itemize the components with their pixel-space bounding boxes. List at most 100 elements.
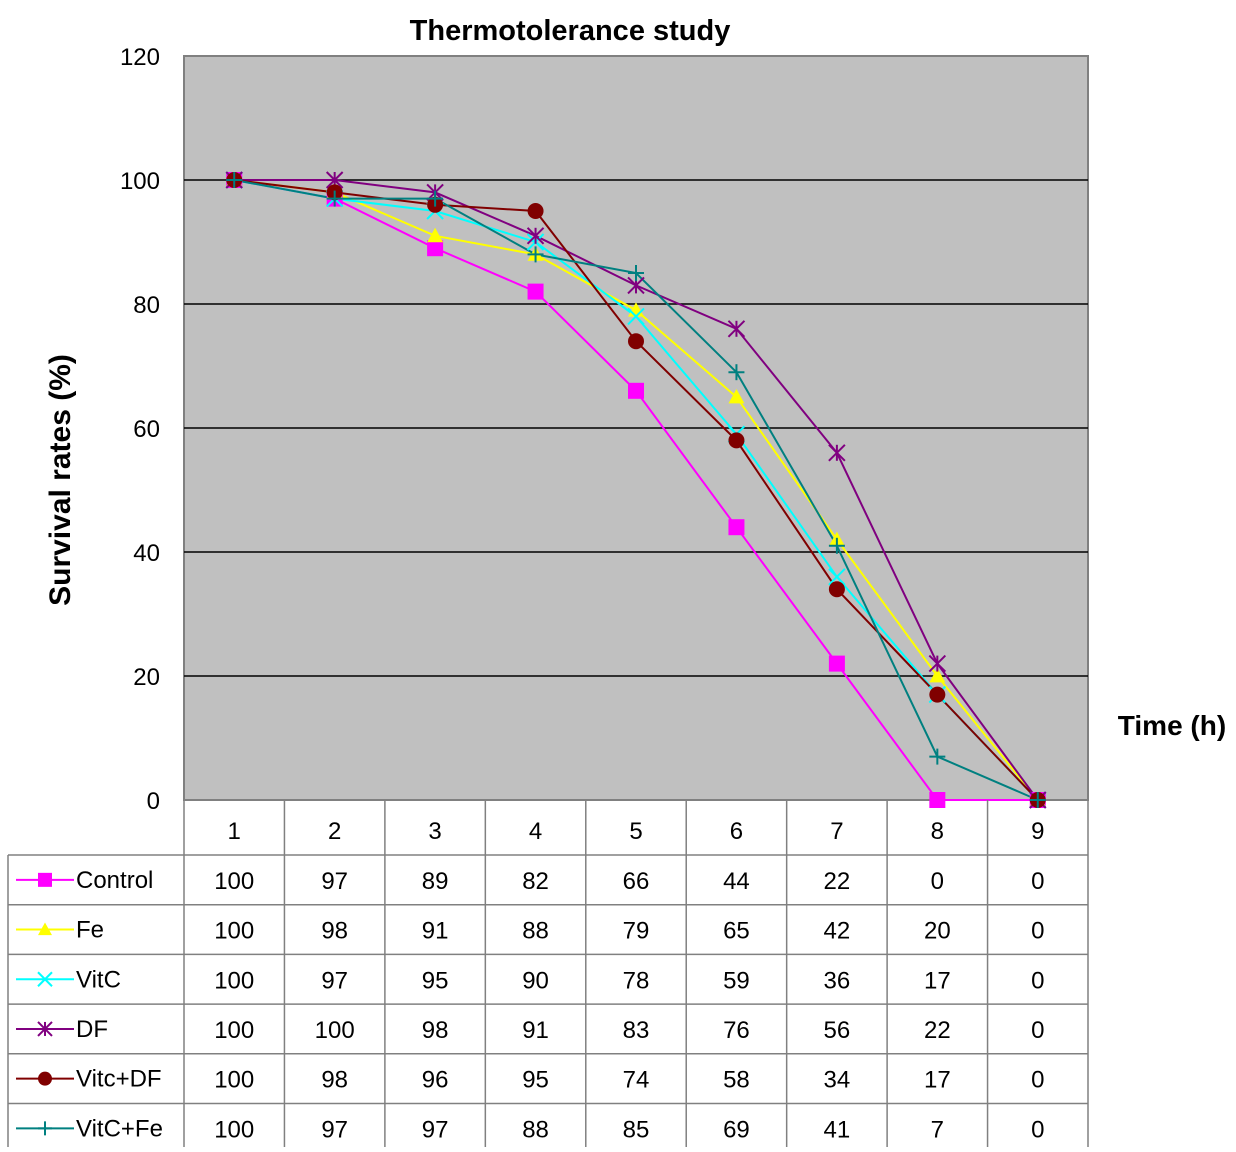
x-tick-label: 8 <box>931 818 944 845</box>
table-cell-value: 0 <box>931 868 944 895</box>
x-tick-label: 6 <box>730 818 743 845</box>
data-point <box>728 364 745 381</box>
table-cell-value: 65 <box>723 918 750 945</box>
data-point <box>1029 792 1046 808</box>
table-cell-value: 97 <box>422 1116 449 1143</box>
table-cell-value: 98 <box>321 918 348 945</box>
table-cell-value: 100 <box>214 967 254 994</box>
table-cell-value: 0 <box>1031 1017 1044 1044</box>
x-axis-label: Time (h) <box>1118 710 1226 741</box>
y-tick-label: 0 <box>147 788 160 815</box>
table-cell-value: 89 <box>422 868 449 895</box>
table-cell-value: 41 <box>824 1116 851 1143</box>
table-cell-value: 98 <box>321 1067 348 1094</box>
table-cell-value: 97 <box>321 1116 348 1143</box>
x-tick-label: 9 <box>1031 818 1044 845</box>
table-cell-value: 22 <box>924 1017 951 1044</box>
data-point <box>427 227 444 243</box>
table-cell-value: 17 <box>924 1067 951 1094</box>
table-cell-value: 95 <box>422 967 449 994</box>
table-cell-value: 100 <box>214 1017 254 1044</box>
y-axis-label: Survival rates (%) <box>44 354 77 606</box>
x-tick-label: 4 <box>529 818 542 845</box>
chart-title: Thermotolerance study <box>410 15 731 47</box>
table-cell-value: 20 <box>924 918 951 945</box>
table-cell-value: 42 <box>824 918 851 945</box>
table-cell-value: 82 <box>522 868 549 895</box>
table-cell-value: 0 <box>1031 1067 1044 1094</box>
data-point <box>929 686 946 703</box>
table-cell-value: 17 <box>924 967 951 994</box>
data-point <box>628 265 644 281</box>
x-tick-label: 7 <box>830 818 843 845</box>
table-cell-value: 100 <box>214 1116 254 1143</box>
legend-label: Control <box>76 867 153 894</box>
table-cell-value: 100 <box>214 918 254 945</box>
table-cell-value: 36 <box>824 967 851 994</box>
data-point <box>828 444 846 462</box>
table-cell-value: 34 <box>824 1067 851 1094</box>
data-point <box>427 240 444 257</box>
data-point <box>728 432 745 449</box>
table-cell-value: 56 <box>824 1017 851 1044</box>
table-cell-value: 83 <box>623 1017 650 1044</box>
y-tick-label: 40 <box>133 540 160 567</box>
table-cell-value: 58 <box>723 1067 750 1094</box>
y-tick-label: 60 <box>133 416 160 443</box>
y-tick-label: 100 <box>120 168 160 195</box>
data-point <box>527 203 544 219</box>
x-tick-label: 1 <box>228 818 241 845</box>
x-tick-label: 3 <box>428 818 441 845</box>
table-cell-value: 79 <box>623 918 650 945</box>
table-cell-value: 96 <box>422 1067 449 1094</box>
table-cell-value: 0 <box>1031 1116 1044 1143</box>
table-cell-value: 44 <box>723 868 750 895</box>
data-point <box>326 190 343 207</box>
legend-label: VitC+Fe <box>76 1115 163 1142</box>
data-point <box>929 668 946 683</box>
table-cell-value: 7 <box>931 1116 944 1143</box>
x-tick-label: 5 <box>629 818 642 845</box>
table-cell-value: 0 <box>1031 918 1044 945</box>
legend-marker <box>38 1071 52 1086</box>
table-cell-value: 85 <box>623 1116 650 1143</box>
table-cell-value: 98 <box>422 1017 449 1044</box>
x-tick-label: 2 <box>328 818 341 845</box>
table-cell-value: 0 <box>1031 868 1044 895</box>
legend-label: Vitc+DF <box>76 1066 162 1093</box>
data-point <box>728 389 745 404</box>
legend-marker <box>37 1021 53 1037</box>
data-point <box>527 246 544 263</box>
table-cell-value: 88 <box>522 1116 549 1143</box>
data-point <box>628 382 644 399</box>
y-tick-label: 20 <box>133 664 160 691</box>
table-cell-value: 95 <box>522 1067 549 1094</box>
table-cell-value: 91 <box>422 918 449 945</box>
table-cell-value: 59 <box>723 967 750 994</box>
plot-area: 0 20 40 60 80 100 120 <box>120 44 1089 815</box>
table-cell-value: 78 <box>623 967 650 994</box>
table-cell-value: 69 <box>723 1116 750 1143</box>
data-point <box>427 190 444 207</box>
table-cell-value: 100 <box>315 1017 355 1044</box>
table-cell-value: 100 <box>214 1067 254 1094</box>
table-cell-value: 66 <box>623 868 650 895</box>
table-cell-value: 0 <box>1031 967 1044 994</box>
data-point <box>526 227 545 245</box>
data-point <box>527 283 544 300</box>
table-cell-value: 91 <box>522 1017 549 1044</box>
table-cell-value: 22 <box>824 868 851 895</box>
table-cell-value: 74 <box>623 1067 650 1094</box>
table-cell-value: 90 <box>522 967 549 994</box>
y-tick-label: 80 <box>133 292 160 319</box>
data-point <box>828 537 845 554</box>
data-point <box>628 333 644 350</box>
y-tick-label: 120 <box>120 44 160 71</box>
legend-marker <box>38 872 52 887</box>
data-point <box>226 172 243 188</box>
data-point <box>828 568 846 586</box>
data-point <box>828 655 845 672</box>
